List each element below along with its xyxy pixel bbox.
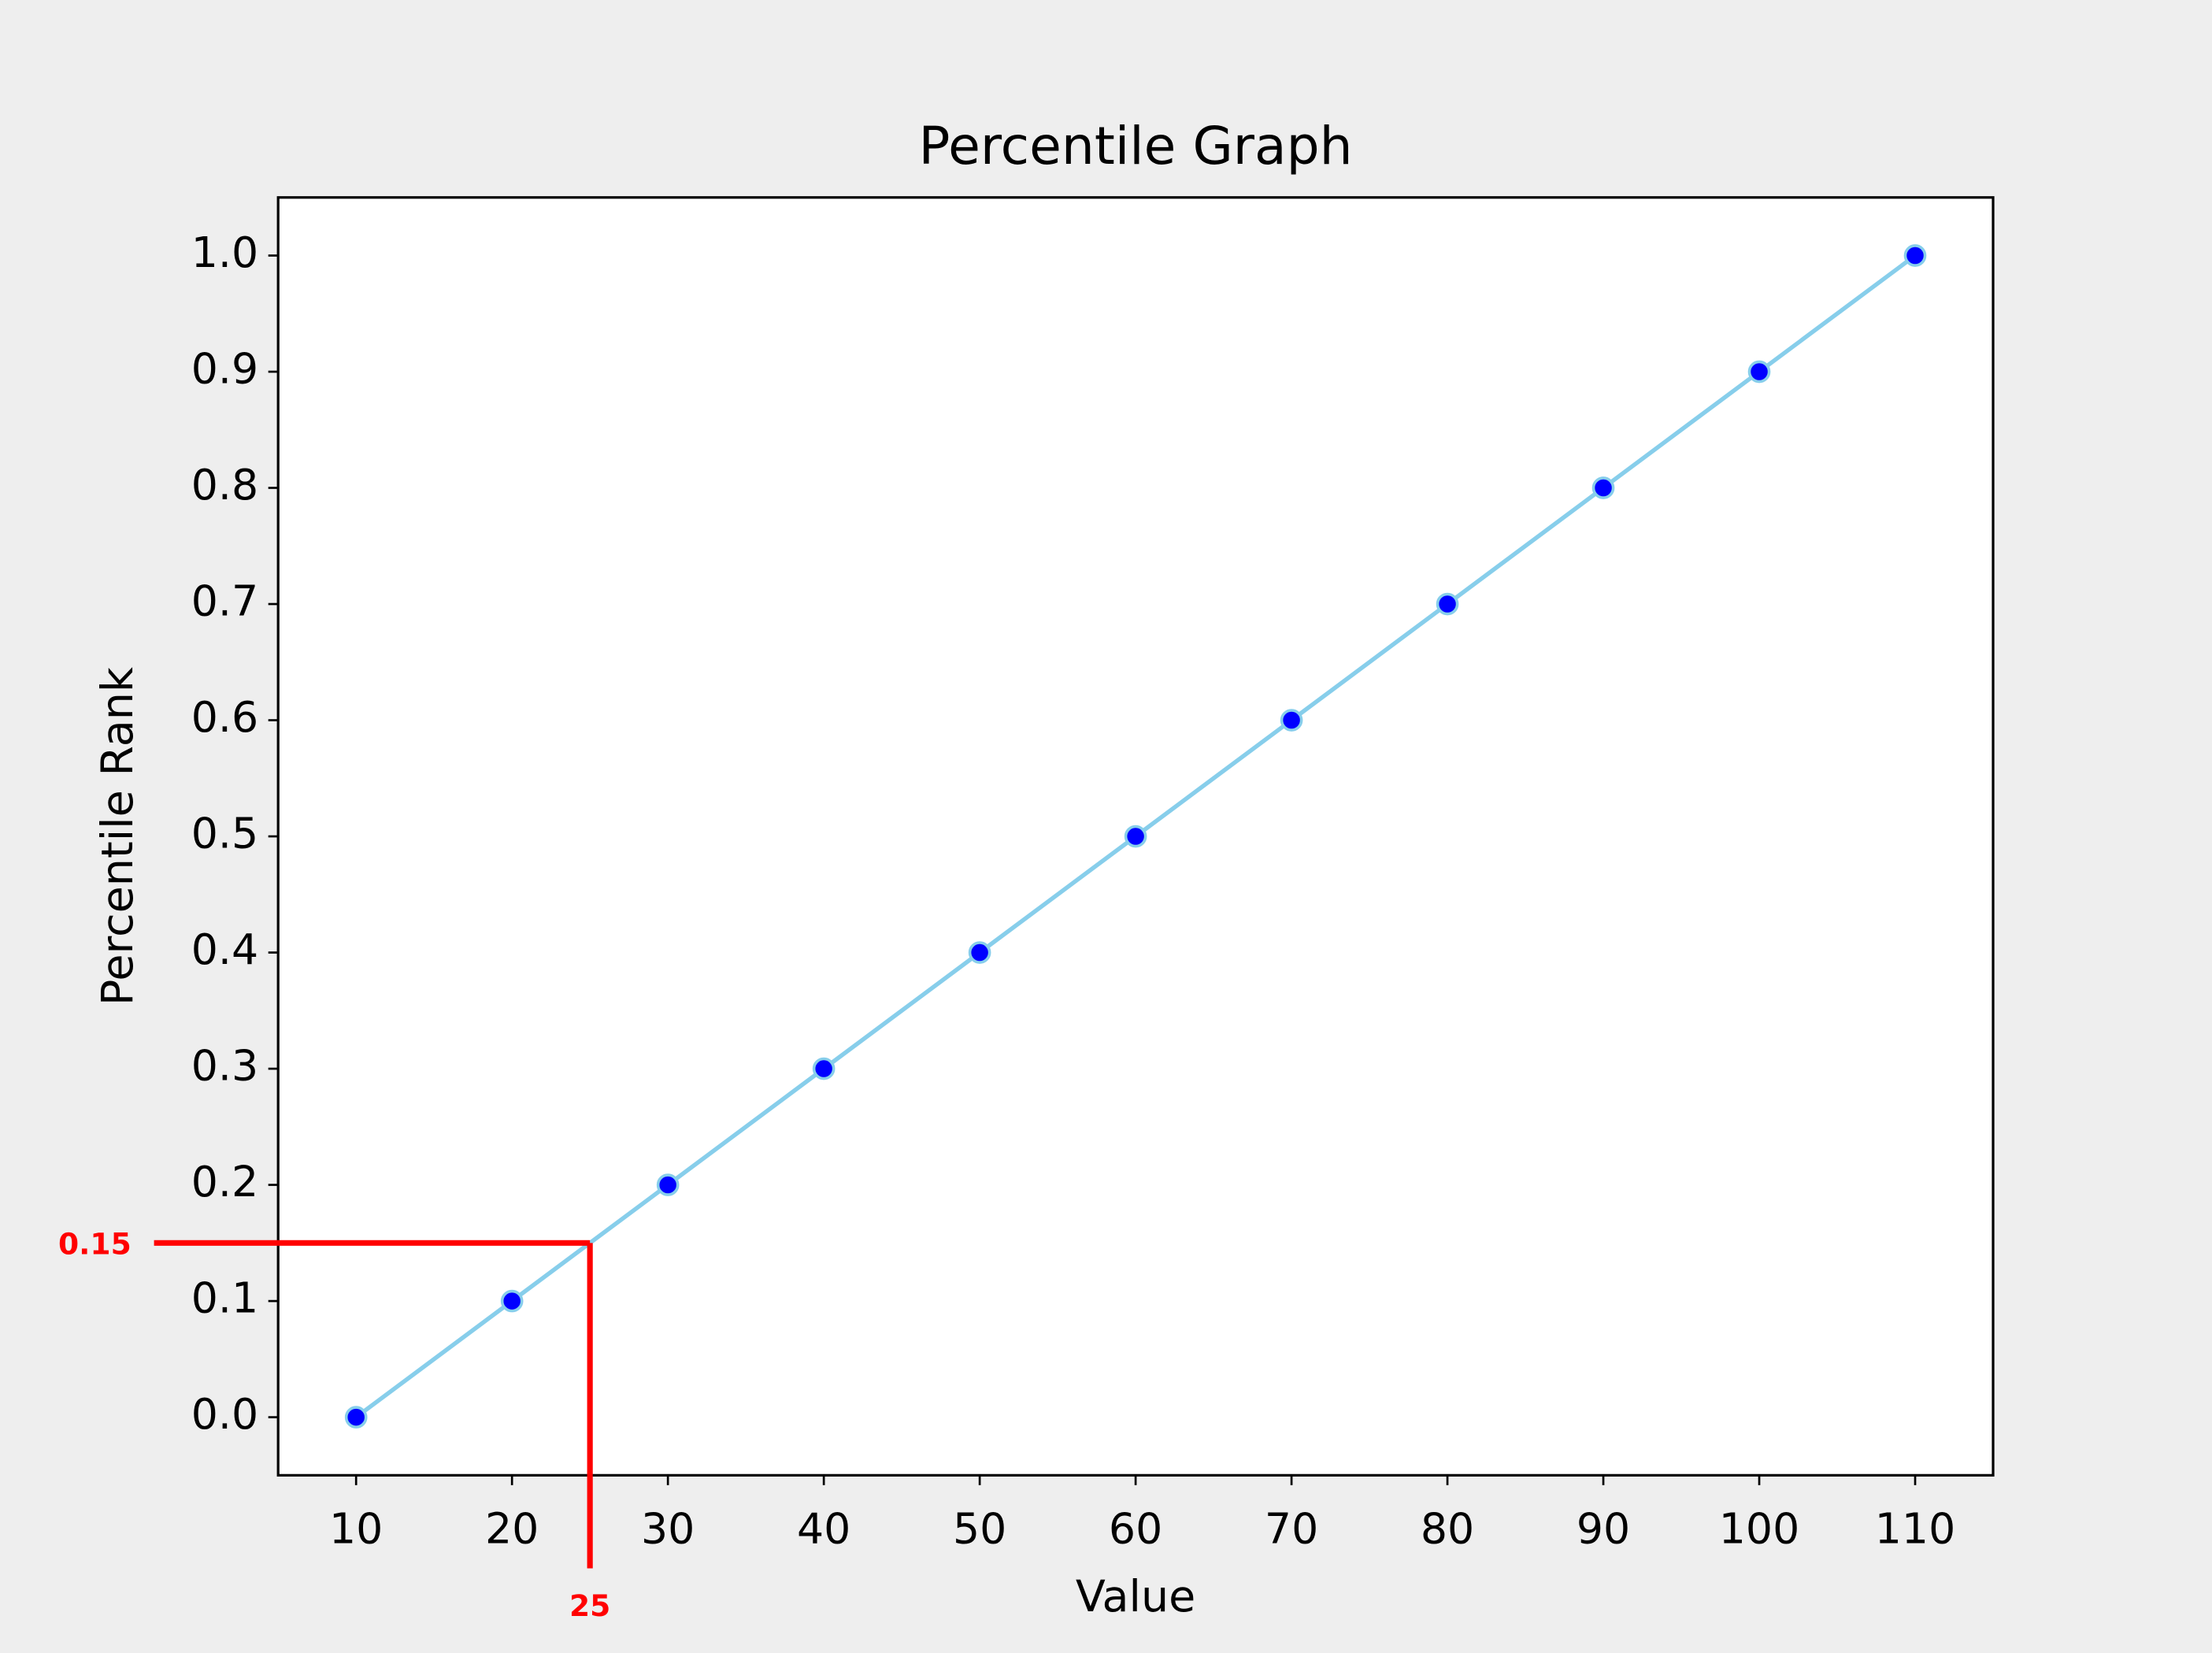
y-tick-label: 1.0 bbox=[191, 228, 258, 277]
y-tick-label: 0.2 bbox=[191, 1157, 258, 1206]
x-tick-label: 20 bbox=[485, 1504, 539, 1554]
y-tick-label: 0.4 bbox=[191, 925, 258, 974]
annotation-y-label: 0.15 bbox=[58, 1226, 132, 1261]
plot-frame bbox=[276, 196, 1995, 1477]
x-tick-label: 50 bbox=[953, 1504, 1006, 1554]
x-tick-label: 80 bbox=[1421, 1504, 1474, 1554]
x-tick-label: 60 bbox=[1109, 1504, 1162, 1554]
x-axis-label: Value bbox=[1076, 1571, 1195, 1622]
x-tick-label: 110 bbox=[1875, 1504, 1956, 1554]
y-tick-label: 0.9 bbox=[191, 344, 258, 394]
data-point bbox=[1124, 825, 1147, 848]
data-point bbox=[344, 1406, 368, 1429]
y-tick-label: 0.6 bbox=[191, 692, 258, 742]
data-point bbox=[1591, 476, 1615, 499]
y-tick-label: 0.1 bbox=[191, 1273, 258, 1323]
data-point bbox=[968, 941, 991, 964]
x-tick-label: 30 bbox=[641, 1504, 695, 1554]
data-point bbox=[500, 1289, 524, 1313]
y-tick-label: 0.3 bbox=[191, 1041, 258, 1091]
x-tick-label: 40 bbox=[797, 1504, 850, 1554]
chart-title: Percentile Graph bbox=[919, 115, 1353, 176]
y-axis-label: Percentile Rank bbox=[92, 667, 143, 1006]
data-point bbox=[1280, 709, 1303, 732]
x-tick-label: 100 bbox=[1719, 1504, 1800, 1554]
data-point bbox=[656, 1173, 680, 1196]
x-tick-label: 70 bbox=[1265, 1504, 1318, 1554]
y-tick-label: 0.7 bbox=[191, 576, 258, 626]
annotation-x-label: 25 bbox=[569, 1588, 610, 1623]
x-tick-label: 10 bbox=[329, 1504, 383, 1554]
y-tick-label: 0.5 bbox=[191, 809, 258, 858]
data-point bbox=[1903, 244, 1927, 267]
x-tick-label: 90 bbox=[1577, 1504, 1630, 1554]
data-point bbox=[1436, 592, 1459, 616]
y-tick-label: 0.8 bbox=[191, 460, 258, 510]
y-tick-label: 0.0 bbox=[191, 1389, 258, 1439]
data-point bbox=[1747, 360, 1771, 384]
data-point bbox=[812, 1057, 836, 1080]
